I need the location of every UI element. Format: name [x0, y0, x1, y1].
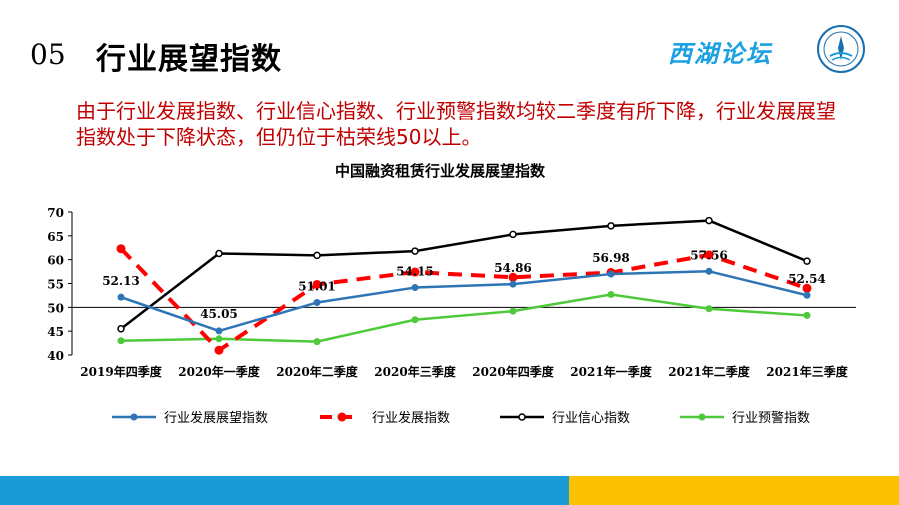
y-tick-label: 40: [47, 349, 64, 363]
series-point-1: [508, 272, 518, 282]
y-tick-label: 70: [47, 206, 64, 220]
legend-label-2: 行业信心指数: [552, 411, 630, 426]
series-point-3: [411, 316, 419, 324]
series-point-2: [313, 251, 321, 260]
page-title: 行业展望指数: [96, 42, 282, 77]
x-tick-label: 2021年三季度: [766, 364, 848, 379]
x-tick-label: 2021年一季度: [570, 364, 652, 379]
series-point-2: [705, 216, 713, 225]
section-number: 05: [30, 38, 66, 71]
series-point-2: [117, 325, 125, 333]
series-point-3: [509, 307, 517, 315]
x-tick-label: 2021年二季度: [668, 364, 750, 379]
x-tick-label: 2020年三季度: [374, 364, 456, 379]
footer-bar-yellow: [569, 476, 899, 505]
series-line-2: [120, 219, 808, 330]
series-point-1: [312, 279, 322, 289]
series-line-3: [120, 293, 808, 343]
data-label: 56.98: [592, 251, 630, 265]
series-point-2: [803, 257, 811, 265]
footer-bar-blue: [0, 476, 569, 505]
legend-marker-0: [130, 413, 138, 421]
chart-title: 中国融资租赁行业发展展望指数: [335, 162, 546, 180]
series-point-0: [411, 284, 419, 292]
series-point-3: [313, 338, 321, 346]
y-tick-label: 50: [47, 301, 64, 315]
brand-logo-icon: [817, 25, 865, 73]
series-line-1: [119, 247, 808, 353]
brand-name: 西湖论坛: [668, 40, 772, 68]
data-label: 57.56: [690, 248, 728, 262]
series-point-0: [215, 327, 223, 335]
y-tick-label: 55: [47, 278, 64, 292]
y-tick-label: 45: [47, 325, 64, 339]
legend-marker-3: [698, 413, 706, 421]
y-tick-label: 60: [47, 254, 64, 268]
series-point-0: [509, 280, 517, 288]
series-point-1: [802, 283, 812, 293]
series-point-0: [117, 293, 125, 301]
x-tick-label: 2020年四季度: [472, 364, 554, 379]
series-point-0: [803, 291, 811, 299]
series-point-3: [117, 337, 125, 345]
data-label: 52.13: [102, 274, 140, 288]
x-tick-label: 2019年四季度: [80, 364, 162, 379]
series-point-0: [607, 270, 615, 278]
series-point-1: [116, 244, 126, 254]
x-tick-label: 2020年一季度: [178, 364, 260, 379]
line-chart: 中国融资租赁行业发展展望指数 40 45 50 55 60 65 70 2019年四季度 2020…: [47, 162, 856, 426]
legend-marker-2: [518, 413, 526, 421]
series-line-0: [120, 270, 808, 333]
legend-marker-1: [337, 412, 347, 422]
legend-label-1: 行业发展指数: [372, 410, 450, 426]
series-point-1: [704, 250, 714, 260]
series-point-1: [214, 345, 224, 355]
data-label: 52.54: [788, 272, 826, 286]
series-point-3: [705, 305, 713, 313]
data-label: 51.01: [298, 280, 336, 294]
data-label: 45.05: [200, 307, 238, 321]
x-tick-label: 2020年二季度: [276, 364, 358, 379]
series-point-0: [705, 267, 713, 275]
series-point-2: [215, 249, 223, 258]
data-label: 54.86: [494, 261, 532, 275]
summary-text: 由于行业发展指数、行业信心指数、行业预警指数均较二季度有所下降，行业发展展望指数…: [76, 99, 836, 149]
series-point-3: [607, 290, 615, 298]
series-point-2: [411, 247, 419, 255]
series-point-2: [509, 230, 517, 239]
legend-label-3: 行业预警指数: [732, 410, 810, 426]
series-point-1: [410, 267, 420, 277]
series-point-3: [215, 335, 223, 343]
y-tick-label: 65: [47, 230, 64, 244]
series-point-0: [313, 299, 321, 307]
data-label: 54.15: [396, 265, 434, 279]
legend-label-0: 行业发展展望指数: [164, 410, 268, 426]
series-point-3: [803, 311, 811, 319]
series-point-2: [607, 222, 615, 230]
